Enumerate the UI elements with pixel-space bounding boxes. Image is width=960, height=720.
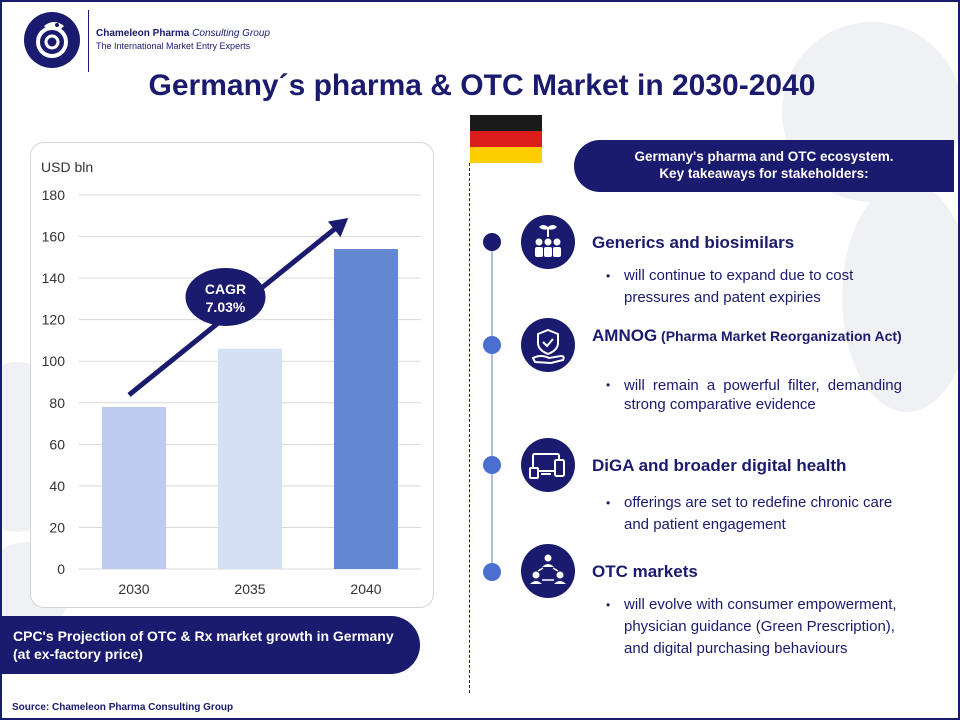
chameleon-logo-icon xyxy=(24,12,80,68)
page-title: Germany´s pharma & OTC Market in 2030-20… xyxy=(148,69,816,102)
devices-icon xyxy=(521,438,575,492)
key-takeaways-banner: Germany's pharma and OTC ecosystem. Key … xyxy=(574,140,954,192)
y-tick-label: 60 xyxy=(49,436,65,452)
y-tick-label: 20 xyxy=(49,519,65,535)
dashed-divider xyxy=(469,163,470,693)
y-tick-label: 40 xyxy=(49,478,65,494)
people-plant-icon xyxy=(521,215,575,269)
timeline-dot xyxy=(483,456,501,474)
x-tick-label: 2030 xyxy=(118,581,149,597)
item-title-generics: Generics and biosimilars xyxy=(592,233,795,252)
timeline-line xyxy=(491,242,493,574)
y-tick-label: 160 xyxy=(42,229,66,245)
growth-arrow-head xyxy=(327,217,349,238)
shield-hand-icon xyxy=(521,318,575,372)
y-axis-label: USD bln xyxy=(41,159,93,175)
y-tick-label: 0 xyxy=(57,561,65,577)
item-bullet-otc: • will evolve with consumer empowerment, … xyxy=(606,596,897,657)
key-takeaways-line2: Key takeaways for stakeholders: xyxy=(659,166,869,181)
y-tick-label: 80 xyxy=(49,395,65,411)
item-title-otc: OTC markets xyxy=(592,562,698,581)
y-tick-label: 180 xyxy=(42,187,66,203)
item-bullet-generics: • will continue to expand due to cost pre… xyxy=(606,267,854,306)
watermark-shape xyxy=(842,182,958,412)
source-note: Source: Chameleon Pharma Consulting Grou… xyxy=(12,702,234,713)
item-bullet-amnog: • will remain a powerful filter, demandin… xyxy=(606,377,902,413)
chart-card: USD bln 0 20 40 60 80 100 120 140 160 180 2030 2035 2… xyxy=(30,142,434,608)
y-tick-label: 100 xyxy=(42,353,66,369)
bar-2030 xyxy=(102,406,166,569)
timeline-dot xyxy=(483,233,501,251)
brand-tagline: The International Market Entry Experts xyxy=(96,41,251,51)
cagr-value: 7.03% xyxy=(206,299,246,315)
item-title-diga: DiGA and broader digital health xyxy=(592,456,847,475)
chart-caption: CPC's Projection of OTC & Rx market grow… xyxy=(2,616,420,674)
item-bullet-diga: • offerings are set to redefine chronic c… xyxy=(606,494,893,533)
key-takeaways-line1: Germany's pharma and OTC ecosystem. xyxy=(634,149,894,164)
timeline-dot xyxy=(483,563,501,581)
cagr-bubble xyxy=(185,267,266,326)
bar-2040 xyxy=(334,249,398,569)
x-tick-label: 2035 xyxy=(234,581,265,597)
y-tick-label: 140 xyxy=(42,270,66,286)
logo-divider xyxy=(88,10,89,72)
timeline-dot xyxy=(483,336,501,354)
network-people-icon xyxy=(521,544,575,598)
germany-flag-icon xyxy=(470,115,542,163)
cagr-label: CAGR xyxy=(205,281,246,297)
item-title-amnog: AMNOG (Pharma Market Reorganization Act) xyxy=(592,326,902,345)
y-tick-label: 120 xyxy=(42,312,66,328)
x-tick-label: 2040 xyxy=(350,581,381,597)
bar-2035 xyxy=(218,348,282,569)
brand-name: Chameleon Pharma Consulting Group xyxy=(96,28,270,39)
